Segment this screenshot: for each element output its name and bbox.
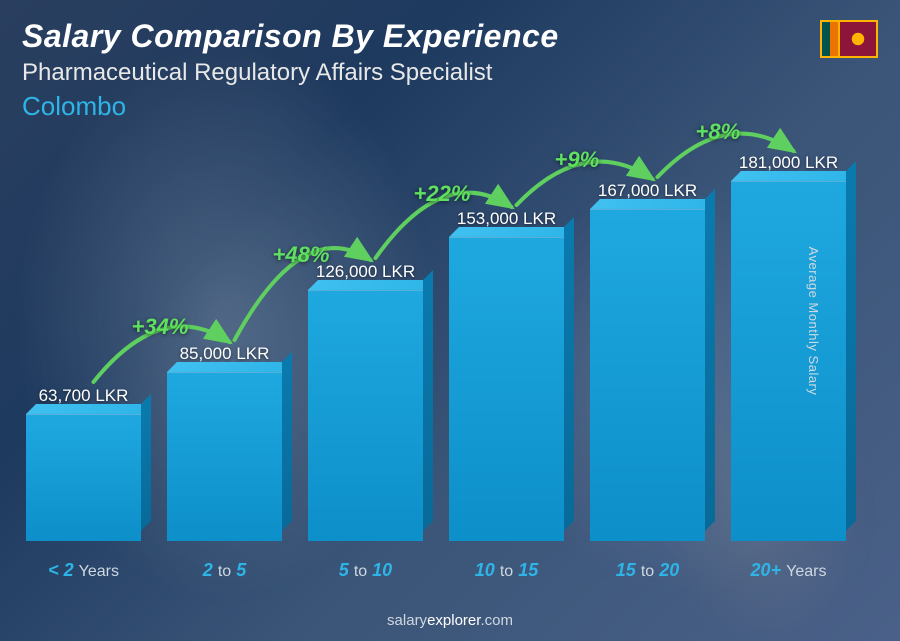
bar-side-face	[141, 394, 151, 531]
page-subtitle: Pharmaceutical Regulatory Affairs Specia…	[22, 59, 878, 87]
x-axis-label: 15 to 20	[586, 560, 709, 581]
flag-orange-stripe	[830, 22, 838, 56]
bar-side-face	[705, 189, 715, 531]
bar-top-face	[26, 404, 151, 414]
header: Salary Comparison By Experience Pharmace…	[22, 18, 878, 122]
bar	[449, 237, 564, 541]
flag-green-stripe	[822, 22, 830, 56]
bar-front-face	[590, 209, 705, 541]
bar-group: 153,000 LKR	[445, 209, 568, 541]
bar-value-label: 63,700 LKR	[39, 386, 129, 406]
pct-increase-label: +48%	[273, 242, 330, 268]
y-axis-label: Average Monthly Salary	[806, 246, 821, 395]
bar-top-face	[731, 171, 856, 181]
bar-container: 63,700 LKR 85,000 LKR 126,000 LKR 153,000 L…	[22, 151, 850, 541]
bar-value-label: 153,000 LKR	[457, 209, 556, 229]
pct-increase-label: +22%	[414, 181, 471, 207]
x-axis-labels: < 2 Years 2 to 5 5 to 10 10 to 15 15 to 20 20…	[22, 560, 850, 581]
flag-lion-icon	[843, 25, 873, 53]
bar-side-face	[423, 270, 433, 531]
bar-chart: 63,700 LKR 85,000 LKR 126,000 LKR 153,000 L…	[22, 150, 850, 581]
x-axis-label: < 2 Years	[22, 560, 145, 581]
footer-prefix: salary	[387, 612, 427, 629]
bar-group: 63,700 LKR	[22, 386, 145, 541]
flag-stripes	[822, 22, 838, 56]
location-label: Colombo	[22, 91, 878, 122]
x-axis-label: 20+ Years	[727, 560, 850, 581]
bar-group: 167,000 LKR	[586, 181, 709, 541]
bar-top-face	[590, 199, 715, 209]
pct-increase-label: +9%	[555, 147, 600, 173]
bar	[590, 209, 705, 541]
pct-increase-label: +8%	[696, 119, 741, 145]
bar-top-face	[308, 280, 433, 290]
bar-value-label: 167,000 LKR	[598, 181, 697, 201]
bar-group: 85,000 LKR	[163, 344, 286, 541]
bar-side-face	[282, 352, 292, 531]
bar	[731, 181, 846, 541]
bar-front-face	[449, 237, 564, 541]
country-flag-icon	[820, 20, 878, 58]
bar-value-label: 126,000 LKR	[316, 262, 415, 282]
x-axis-label: 10 to 15	[445, 560, 568, 581]
footer-domain: explorer	[427, 612, 480, 629]
bar-group: 181,000 LKR	[727, 153, 850, 541]
footer-suffix: .com	[480, 612, 513, 629]
bar-front-face	[26, 414, 141, 541]
bar-value-label: 85,000 LKR	[180, 344, 270, 364]
bar-front-face	[167, 372, 282, 541]
bar-top-face	[167, 362, 292, 372]
x-axis-label: 5 to 10	[304, 560, 427, 581]
bar	[167, 372, 282, 541]
x-axis-label: 2 to 5	[163, 560, 286, 581]
bar-group: 126,000 LKR	[304, 262, 427, 541]
pct-increase-label: +34%	[132, 314, 189, 340]
bar-front-face	[731, 181, 846, 541]
bar-top-face	[449, 227, 574, 237]
flag-maroon-panel	[838, 22, 876, 56]
page-title: Salary Comparison By Experience	[22, 18, 878, 55]
bar-side-face	[564, 217, 574, 531]
bar-front-face	[308, 290, 423, 541]
bar	[308, 290, 423, 541]
bar	[26, 414, 141, 541]
bar-side-face	[846, 161, 856, 531]
footer-attribution: salaryexplorer.com	[0, 612, 900, 629]
bar-value-label: 181,000 LKR	[739, 153, 838, 173]
